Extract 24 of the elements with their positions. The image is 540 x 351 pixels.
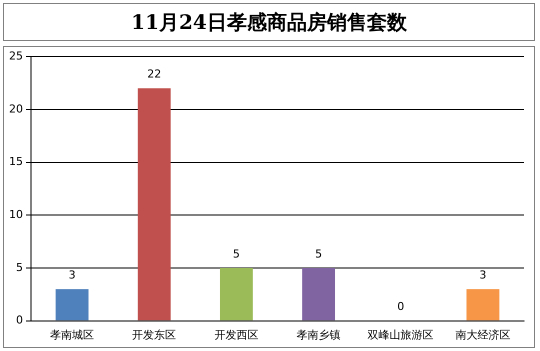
- x-tick-label: 孝南乡镇: [296, 328, 341, 342]
- data-label: 22: [147, 68, 162, 81]
- x-tick-label: 开发西区: [214, 328, 258, 342]
- y-tick-label: 0: [16, 314, 23, 327]
- bar: [302, 268, 336, 320]
- x-tick-label: 南大经济区: [455, 328, 510, 342]
- data-label: 0: [397, 300, 404, 314]
- bar: [220, 268, 253, 320]
- x-tick-label: 开发东区: [132, 328, 176, 342]
- y-tick-label: 20: [8, 102, 23, 116]
- x-tick-label: 双峰山旅游区: [368, 328, 434, 342]
- data-label: 5: [232, 247, 240, 260]
- y-tick-label: 10: [8, 208, 23, 221]
- x-tick-label: 孝南城区: [50, 328, 94, 342]
- bar: [466, 289, 500, 320]
- y-tick-label: 15: [8, 155, 23, 168]
- bar: [138, 88, 171, 320]
- y-tick-label: 25: [8, 49, 23, 62]
- y-tick-label: 5: [16, 260, 23, 274]
- data-label: 5: [315, 247, 322, 260]
- chart-title: 11月24日孝感商品房销售套数: [3, 3, 535, 41]
- data-label: 3: [68, 268, 76, 282]
- data-label: 3: [479, 268, 486, 282]
- bar: [56, 289, 89, 320]
